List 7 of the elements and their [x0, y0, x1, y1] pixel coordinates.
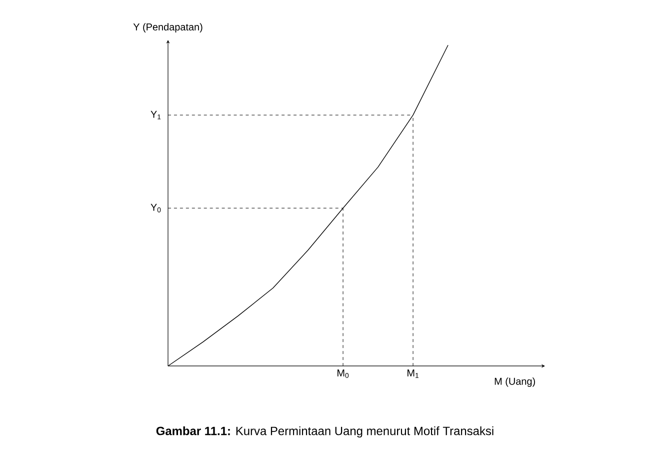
ref-line-label: Y$_{1}$ [150, 110, 161, 120]
ref-line-label: Y$_{0}$ [150, 204, 161, 212]
y-axis-title: Y (Pendapatan) [133, 23, 202, 32]
x-axis-title: M (Uang) [494, 378, 535, 387]
text: Gambar 11.1: Kurva Permintaan Uang menurut Motif Transaksi [156, 426, 494, 438]
x-tick-label: M$_{0}$ [338, 370, 349, 378]
x-tick-label: M$_{1}$ [408, 370, 419, 378]
